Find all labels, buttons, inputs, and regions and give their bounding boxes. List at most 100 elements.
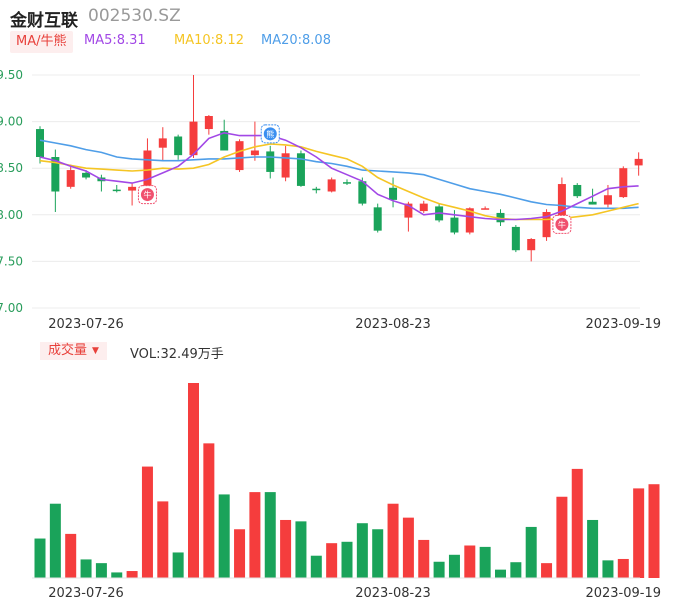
y-tick-label: 7.00 xyxy=(0,301,23,315)
volume-bar xyxy=(556,496,568,578)
volume-x-tick-label: 2023-07-26 xyxy=(48,586,124,601)
ma20-legend: MA20:8.08 xyxy=(261,33,331,48)
volume-bar xyxy=(602,560,614,578)
candle-body xyxy=(220,130,229,151)
volume-bar xyxy=(510,562,522,578)
volume-bar xyxy=(95,563,107,578)
bull-marker: 牛 xyxy=(137,185,157,205)
volume-bar xyxy=(525,526,537,578)
y-tick-label: 8.00 xyxy=(0,208,23,222)
candle-body xyxy=(373,207,382,231)
y-tick-label: 9.50 xyxy=(0,68,23,82)
candle-body xyxy=(128,186,137,191)
volume-bar xyxy=(541,563,553,578)
volume-bar xyxy=(141,466,153,578)
candle-body xyxy=(82,172,91,178)
ma10-line xyxy=(39,143,639,221)
marker-badge xyxy=(263,127,277,141)
candle-body xyxy=(481,208,490,210)
candle-body xyxy=(404,203,413,218)
candle-body xyxy=(312,188,321,191)
volume-bar xyxy=(448,554,460,578)
volume-bar xyxy=(571,468,583,578)
volume-bar xyxy=(49,503,61,578)
volume-x-tick-label: 2023-08-23 xyxy=(355,586,431,601)
volume-bar xyxy=(387,503,399,578)
volume-bar xyxy=(157,501,169,578)
volume-indicator-label: 成交量 xyxy=(48,343,88,358)
candle-body xyxy=(389,187,398,200)
candle-body xyxy=(573,184,582,197)
volume-bar xyxy=(126,571,138,578)
volume-bar xyxy=(633,488,645,578)
candle-body xyxy=(327,179,336,192)
candle-body xyxy=(189,121,198,156)
volume-bar xyxy=(648,484,660,578)
candle-body xyxy=(174,136,183,156)
candle-body xyxy=(419,203,428,212)
volume-bar xyxy=(372,529,384,578)
candle-body xyxy=(36,129,44,158)
candle-body xyxy=(266,151,275,172)
ma5-legend: MA5:8.31 xyxy=(84,33,146,48)
price-x-tick-label: 2023-07-26 xyxy=(48,317,124,332)
candle-body xyxy=(66,170,75,187)
candle-body xyxy=(634,158,643,166)
candle-body xyxy=(511,226,520,251)
ma-bullbear-toggle[interactable]: MA/牛熊 xyxy=(10,31,73,53)
volume-bar xyxy=(295,521,307,578)
y-tick-label: 9.00 xyxy=(0,115,23,129)
volume-bar xyxy=(402,517,414,578)
candle-body xyxy=(450,217,459,233)
volume-x-tick-label: 2023-09-19 xyxy=(585,586,661,601)
stock-code: 002530.SZ xyxy=(88,6,181,26)
volume-indicator-dropdown[interactable]: 成交量 ▼ xyxy=(40,342,107,360)
stock-name: 金财互联 xyxy=(10,11,78,31)
volume-bar xyxy=(587,519,599,578)
ma5-line xyxy=(39,131,639,221)
volume-bar xyxy=(341,541,353,578)
candle-body xyxy=(358,181,367,204)
volume-bar xyxy=(418,539,430,578)
candle-body xyxy=(542,212,551,238)
candle-body xyxy=(465,208,474,233)
marker-badge xyxy=(555,217,569,231)
volume-bar xyxy=(356,523,368,578)
volume-bar xyxy=(80,559,92,578)
volume-bar xyxy=(65,533,77,578)
candle-body xyxy=(204,116,213,130)
volume-bar xyxy=(234,529,246,578)
ma20-line xyxy=(39,139,639,210)
volume-bar xyxy=(310,555,322,578)
price-x-tick-label: 2023-08-23 xyxy=(355,317,431,332)
candle-body xyxy=(158,138,167,148)
volume-bar xyxy=(479,546,491,578)
candle-body xyxy=(619,168,628,198)
candle-body xyxy=(250,150,259,156)
volume-bar xyxy=(203,443,215,578)
volume-bar xyxy=(495,569,506,578)
volume-bar xyxy=(111,572,123,578)
volume-bar xyxy=(218,494,230,578)
candle-body xyxy=(51,157,60,192)
candle-body xyxy=(296,153,305,186)
volume-bar xyxy=(249,492,261,578)
volume-value: VOL:32.49万手 xyxy=(130,347,224,362)
volume-bar xyxy=(280,519,292,578)
candle-body xyxy=(527,239,536,251)
marker-label: 牛 xyxy=(143,190,151,200)
ma10-legend: MA10:8.12 xyxy=(174,33,244,48)
y-tick-label: 8.50 xyxy=(0,161,23,175)
candle-body xyxy=(343,182,351,184)
marker-badge xyxy=(140,188,154,202)
volume-bar xyxy=(34,538,46,578)
candle-body xyxy=(603,195,612,205)
marker-label: 牛 xyxy=(558,219,566,229)
volume-bar xyxy=(464,545,476,578)
caret-down-icon: ▼ xyxy=(92,346,99,356)
price-x-tick-label: 2023-09-19 xyxy=(585,317,661,332)
candle-body xyxy=(588,201,597,205)
volume-bar xyxy=(172,552,184,578)
volume-bar xyxy=(617,558,629,578)
